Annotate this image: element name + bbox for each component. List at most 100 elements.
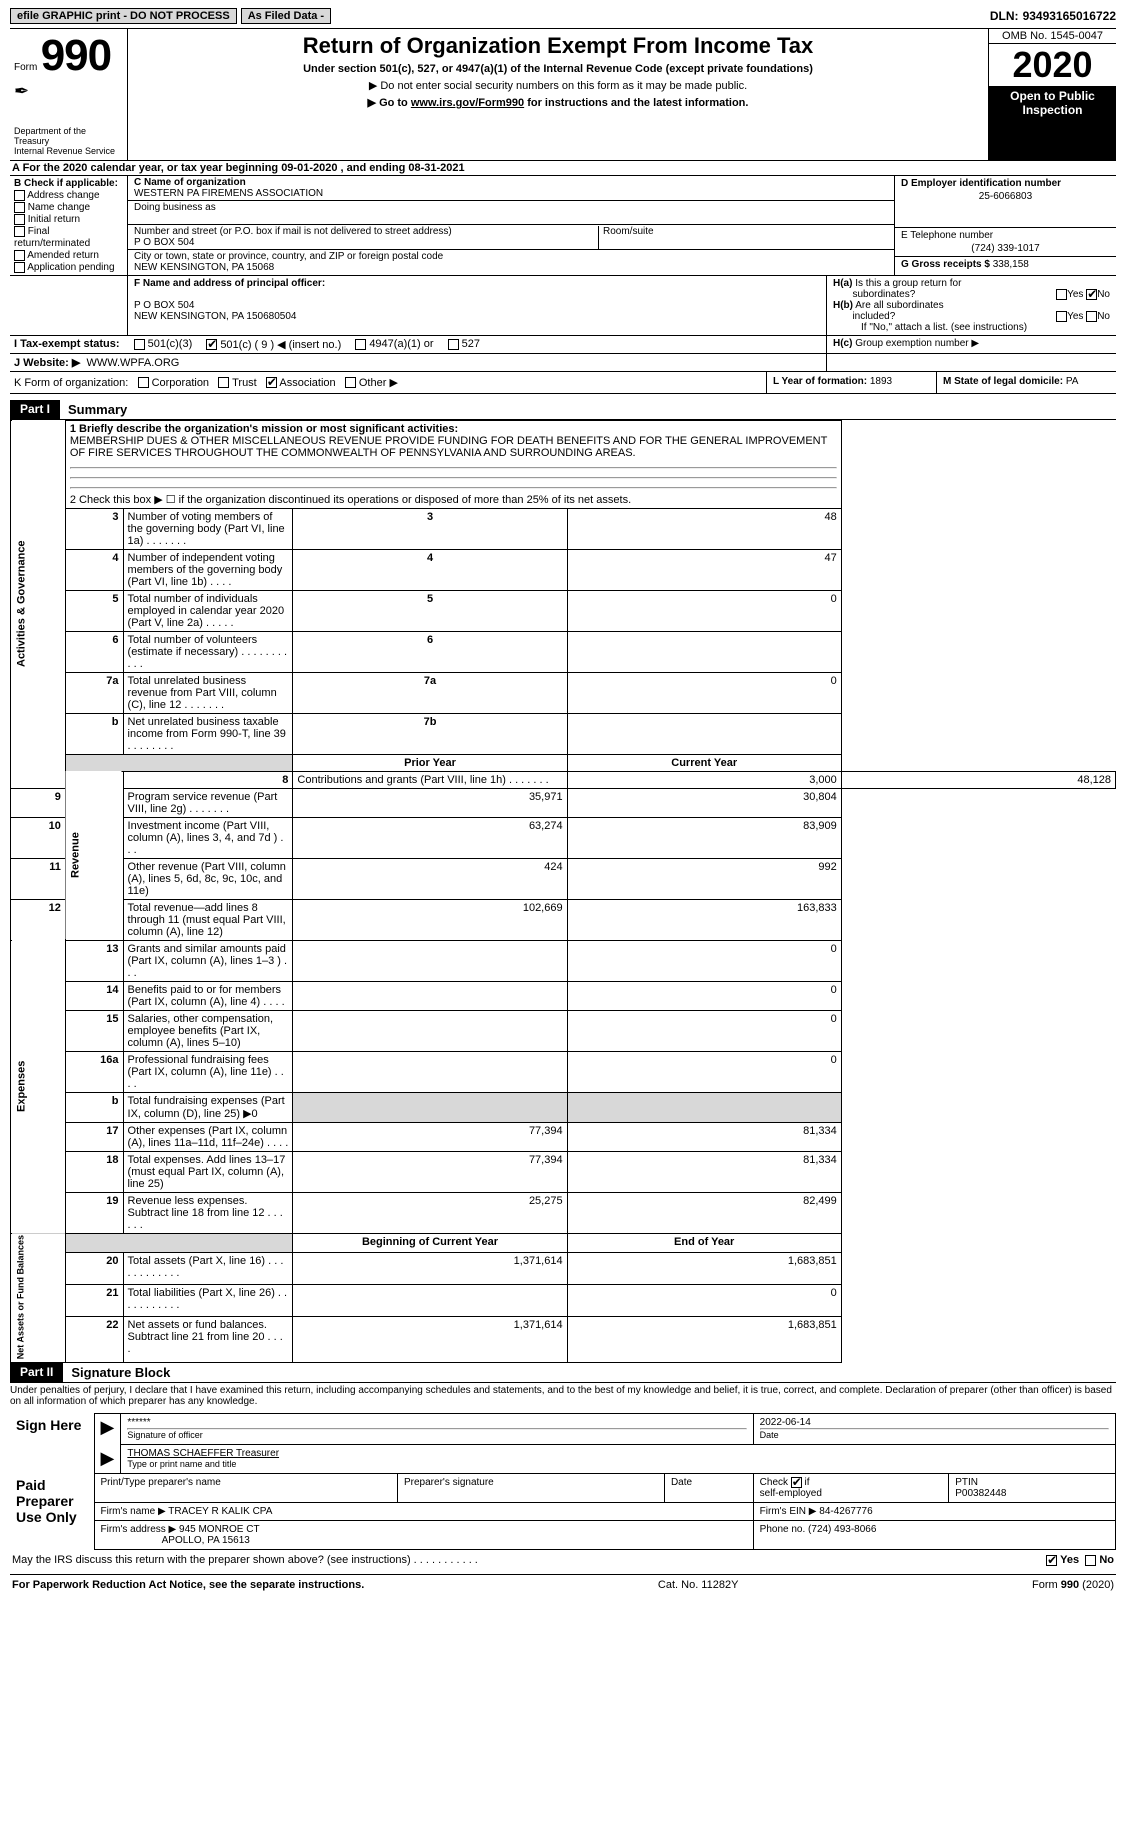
omb-number: OMB No. 1545-0047 [989, 29, 1116, 44]
k-trust[interactable] [218, 377, 229, 388]
print-name-lbl: Print/Type preparer's name [94, 1474, 398, 1503]
ha-no[interactable] [1086, 289, 1097, 300]
side-activities: Activities & Governance [11, 420, 66, 788]
tax-year: 2020 [989, 44, 1116, 87]
form-word: Form [14, 62, 37, 73]
d-ein: 25-6066803 [901, 191, 1110, 202]
prep-sig-lbl: Preparer's signature [398, 1474, 665, 1503]
discuss-question: May the IRS discuss this return with the… [12, 1554, 478, 1566]
k-label: K Form of organization: [14, 377, 128, 389]
part1-title: Summary [60, 400, 1116, 420]
type-name-label: Type or print name and title [127, 1459, 236, 1469]
chk-amended-return[interactable]: Amended return [14, 250, 123, 261]
side-revenue: Revenue [65, 771, 123, 940]
row-a-tax-year: A For the 2020 calendar year, or tax yea… [10, 161, 1116, 176]
c-dba-label: Doing business as [134, 202, 216, 213]
sig-stars: ****** [127, 1417, 150, 1428]
firm-name-lbl: Firm's name ▶ [101, 1506, 166, 1517]
current-year-hdr: Current Year [567, 754, 841, 771]
side-expenses: Expenses [11, 940, 66, 1233]
firm-addr-lbl: Firm's address ▶ [101, 1524, 177, 1535]
chk-address-change[interactable]: Address change [14, 190, 123, 201]
prep-date-lbl: Date [664, 1474, 753, 1503]
l-label: L Year of formation: [773, 376, 867, 387]
d-ein-label: D Employer identification number [901, 178, 1110, 189]
ptin: P00382448 [955, 1488, 1006, 1499]
paid-preparer: Paid Preparer Use Only [10, 1474, 94, 1550]
c-name-label: C Name of organization [134, 177, 246, 188]
c-street: P O BOX 504 [134, 237, 194, 248]
m-val: PA [1066, 376, 1079, 387]
officer-name: THOMAS SCHAEFFER Treasurer [127, 1448, 279, 1459]
j-label: J Website: ▶ [14, 357, 80, 369]
hc: H(c) Group exemption number ▶ [826, 336, 1116, 353]
part2-tag: Part II [10, 1363, 63, 1383]
c-room-label: Room/suite [598, 226, 654, 250]
part2-title: Signature Block [63, 1363, 1116, 1383]
discuss-no[interactable] [1085, 1555, 1096, 1566]
e-phone: (724) 339-1017 [901, 243, 1110, 254]
penalty-statement: Under penalties of perjury, I declare th… [10, 1383, 1116, 1409]
i-501c[interactable] [206, 339, 217, 350]
m-label: M State of legal domicile: [943, 376, 1063, 387]
prior-year-hdr: Prior Year [293, 754, 567, 771]
g-gross-label: G Gross receipts $ [901, 259, 990, 270]
summary-table: Activities & Governance 1 Briefly descri… [10, 420, 1116, 1363]
side-net-assets: Net Assets or Fund Balances [11, 1233, 66, 1362]
firm-name: TRACEY R KALIK CPA [168, 1506, 272, 1517]
k-corp[interactable] [138, 377, 149, 388]
self-emp-chk[interactable] [791, 1477, 802, 1488]
b-header: B Check if applicable: [14, 178, 123, 189]
hb-yes[interactable] [1056, 311, 1067, 322]
line1-text: MEMBERSHIP DUES & OTHER MISCELLANEOUS RE… [70, 435, 827, 459]
sig-date-label: Date [760, 1430, 779, 1440]
dln-label: DLN: [990, 9, 1019, 23]
sig-date: 2022-06-14 [760, 1417, 811, 1428]
l-val: 1893 [870, 376, 892, 387]
i-527[interactable] [448, 339, 459, 350]
sign-here: Sign Here [10, 1414, 94, 1474]
firm-addr1: 945 MONROE CT [179, 1524, 260, 1535]
open-to-public: Open to Public Inspection [989, 87, 1116, 160]
chk-final-return[interactable]: Final return/terminated [14, 226, 123, 248]
j-website: WWW.WPFA.ORG [86, 357, 179, 369]
i-label: I Tax-exempt status: [14, 338, 120, 350]
pra-notice: For Paperwork Reduction Act Notice, see … [12, 1579, 364, 1591]
ptin-lbl: PTIN [955, 1477, 978, 1488]
form-title: Return of Organization Exempt From Incom… [134, 33, 982, 59]
f-label: F Name and address of principal officer: [134, 278, 325, 289]
e-phone-label: E Telephone number [901, 230, 1110, 241]
firm-addr2: APOLLO, PA 15613 [162, 1535, 250, 1546]
form-subtitle-2: ▶ Do not enter social security numbers o… [134, 79, 982, 92]
chk-application-pending[interactable]: Application pending [14, 262, 123, 273]
i-4947[interactable] [355, 339, 366, 350]
efile-banner: efile GRAPHIC print - DO NOT PROCESS [10, 8, 237, 24]
as-filed-banner: As Filed Data - [241, 8, 331, 24]
k-assoc[interactable] [266, 377, 277, 388]
form-number: 990 [41, 31, 111, 80]
c-street-label: Number and street (or P.O. box if mail i… [134, 226, 452, 237]
discuss-yes[interactable] [1046, 1555, 1057, 1566]
ha-yes[interactable] [1056, 289, 1067, 300]
line2: 2 Check this box ▶ ☐ if the organization… [65, 491, 841, 509]
line1-label: 1 Briefly describe the organization's mi… [70, 423, 458, 435]
chk-name-change[interactable]: Name change [14, 202, 123, 213]
k-other[interactable] [345, 377, 356, 388]
c-org-name: WESTERN PA FIREMENS ASSOCIATION [134, 188, 323, 199]
form-footer: Form 990 (2020) [1032, 1579, 1114, 1591]
bcy-hdr: Beginning of Current Year [293, 1233, 567, 1252]
part1-tag: Part I [10, 400, 60, 420]
form-subtitle-1: Under section 501(c), 527, or 4947(a)(1)… [134, 63, 982, 75]
firm-ein: 84-4267776 [819, 1506, 872, 1517]
sig-officer-label: Signature of officer [127, 1430, 202, 1440]
g-gross: 338,158 [993, 259, 1029, 270]
chk-initial-return[interactable]: Initial return [14, 214, 123, 225]
i-501c3[interactable] [134, 339, 145, 350]
form-subtitle-3: ▶ Go to www.irs.gov/Form990 for instruct… [134, 96, 982, 109]
cat-no: Cat. No. 11282Y [658, 1579, 739, 1591]
signature-table: Sign Here ▶ ****** Signature of officer … [10, 1413, 1116, 1550]
hb-no[interactable] [1086, 311, 1097, 322]
f-addr-1: P O BOX 504 [134, 300, 194, 311]
h-note: If "No," attach a list. (see instruction… [833, 322, 1110, 333]
eoy-hdr: End of Year [567, 1233, 841, 1252]
